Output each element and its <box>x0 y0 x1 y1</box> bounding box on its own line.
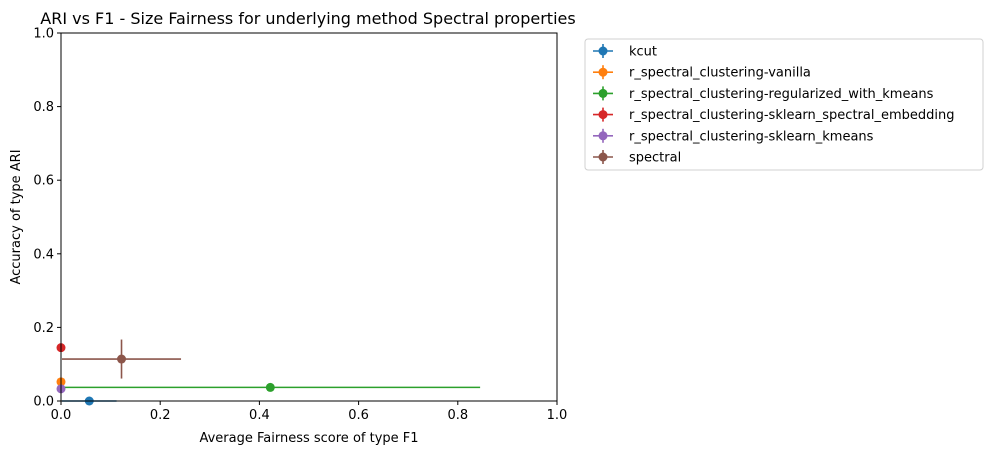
legend-box <box>584 38 984 171</box>
y-tick-label: 0.4 <box>33 247 54 262</box>
legend-label: r_spectral_clustering-regularized_with_k… <box>629 87 934 102</box>
y-tick-label: 1.0 <box>33 27 54 42</box>
series-spectral <box>61 339 182 379</box>
y-axis-label: Accuracy of type ARI <box>9 149 24 284</box>
x-tick-label: 1.0 <box>547 408 568 423</box>
plot-area <box>56 339 481 406</box>
x-tick-label: 0.0 <box>51 408 72 423</box>
y-tick-label: 0.8 <box>33 100 54 115</box>
legend: kcut r_spectral_clustering-vanilla r_spect… <box>584 38 984 171</box>
x-tick-label: 0.2 <box>150 408 171 423</box>
y-tick-label: 0.6 <box>33 174 54 189</box>
legend-label: r_spectral_clustering-sklearn_kmeans <box>629 129 874 144</box>
x-tick-label: 0.8 <box>447 408 468 423</box>
plot-frame <box>60 32 558 402</box>
y-tick-label: 0.0 <box>33 395 54 410</box>
legend-label: spectral <box>629 151 681 166</box>
y-axis-ticks: 0.0 0.2 0.4 0.6 0.8 1.0 <box>33 27 61 410</box>
legend-label: r_spectral_clustering-sklearn_spectral_e… <box>629 108 954 123</box>
legend-marker <box>598 131 608 141</box>
data-point <box>265 382 275 392</box>
series-r_spectral_clustering-regularized_with_kmeans <box>60 382 481 392</box>
legend-item: r_spectral_clustering-regularized_with_k… <box>593 86 934 102</box>
legend-item: kcut <box>593 44 657 60</box>
legend-label: r_spectral_clustering-vanilla <box>629 66 811 81</box>
legend-marker <box>598 67 608 77</box>
legend-marker <box>598 152 608 162</box>
legend-item: r_spectral_clustering-sklearn_kmeans <box>593 128 874 144</box>
legend-item: spectral <box>593 150 681 166</box>
y-tick-label: 0.2 <box>33 321 54 336</box>
legend-item: r_spectral_clustering-sklearn_spectral_e… <box>593 107 954 123</box>
x-axis-ticks: 0.0 0.2 0.4 0.6 0.8 1.0 <box>51 401 568 423</box>
data-point <box>117 354 127 364</box>
x-tick-label: 0.6 <box>348 408 369 423</box>
legend-label: kcut <box>629 45 657 60</box>
x-tick-label: 0.4 <box>249 408 270 423</box>
x-axis-label: Average Fairness score of type F1 <box>199 431 418 446</box>
legend-marker <box>598 110 608 120</box>
chart-title: ARI vs F1 - Size Fairness for underlying… <box>40 9 575 28</box>
legend-marker <box>598 88 608 98</box>
legend-marker <box>598 46 608 56</box>
legend-item: r_spectral_clustering-vanilla <box>593 65 811 81</box>
